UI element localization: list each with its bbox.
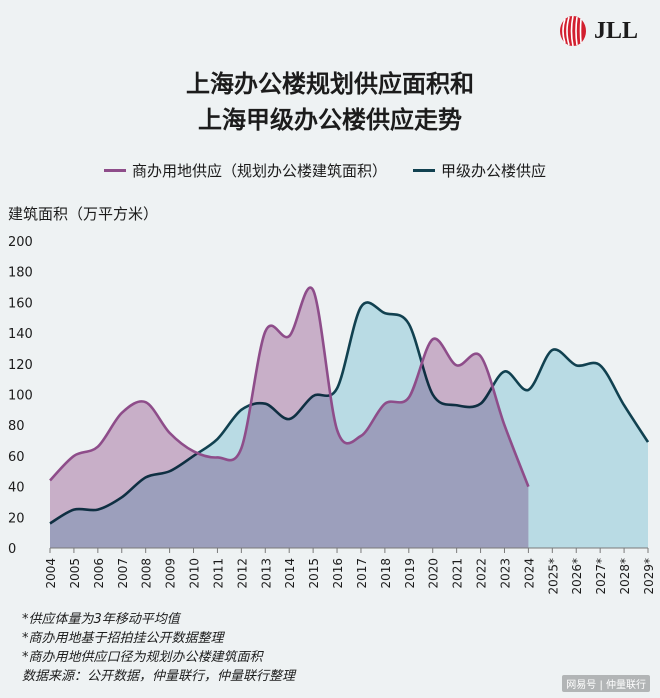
- series-line-0: [49, 286, 530, 488]
- x-tick-label: 2011: [211, 558, 225, 589]
- y-tick-label: 180: [8, 266, 33, 281]
- x-tick-label: 2021: [451, 558, 465, 589]
- x-tick-label: 2027*: [594, 558, 608, 595]
- x-tick-label: 2018: [379, 558, 393, 589]
- logo-text: JLL: [593, 17, 638, 44]
- y-tick-label: 100: [8, 389, 33, 404]
- y-tick-label: 140: [8, 327, 33, 342]
- chart-title-line-2: 上海甲级办公楼供应走势: [198, 106, 462, 134]
- x-tick-label: 2010: [188, 558, 202, 589]
- jll-logo: JLL: [558, 14, 638, 48]
- y-axis-label: 建筑面积（万平方米）: [8, 205, 159, 223]
- x-tick-label: 2019: [403, 558, 417, 589]
- x-tick-label: 2024: [522, 558, 536, 589]
- x-tick-label: 2017: [355, 558, 369, 589]
- legend-swatch-grade-a-supply: [413, 169, 436, 172]
- footnotes: *供应体量为3年移动平均值 *商办用地基于招拍挂公开数据整理 *商办用地供应口径…: [22, 610, 295, 686]
- legend-item-land-supply: 商办用地供应（规划办公楼建筑面积）: [104, 160, 387, 181]
- x-tick-label: 2006: [92, 558, 106, 589]
- y-tick-label: 40: [8, 481, 25, 496]
- x-tick-label: 2013: [259, 558, 273, 589]
- x-tick-label: 2016: [331, 558, 345, 589]
- x-tick-label: 2026*: [570, 558, 584, 595]
- x-tick-label: 2014: [283, 558, 297, 589]
- jll-logo-icon: [559, 15, 586, 47]
- watermark: 网易号 | 仲量联行: [562, 675, 650, 692]
- x-tick-label: 2005: [68, 558, 82, 589]
- footnote-2: *商办用地基于招拍挂公开数据整理: [22, 631, 224, 646]
- x-tick-label: 2023: [498, 558, 512, 589]
- x-tick-label: 2029*: [642, 558, 656, 595]
- legend-label-grade-a-supply: 甲级办公楼供应: [441, 162, 547, 180]
- y-tick-label: 0: [8, 542, 16, 557]
- chart-legend: 商办用地供应（规划办公楼建筑面积） 甲级办公楼供应: [104, 160, 572, 181]
- x-tick-label: 2008: [140, 558, 154, 589]
- y-tick-label: 200: [8, 235, 33, 250]
- y-tick-label: 20: [8, 511, 25, 526]
- series-area-0: [50, 287, 529, 548]
- x-tick-label: 2009: [164, 558, 178, 589]
- x-tick-label: 2022: [475, 558, 489, 589]
- x-tick-label: 2025*: [546, 558, 560, 595]
- chart-title-line-1: 上海办公楼规划供应面积和: [186, 70, 474, 98]
- chart-title: 上海办公楼规划供应面积和 上海甲级办公楼供应走势: [0, 66, 660, 138]
- legend-label-land-supply: 商办用地供应（规划办公楼建筑面积）: [132, 162, 388, 180]
- x-tick-label: 2015: [307, 558, 321, 589]
- legend-swatch-land-supply: [104, 169, 126, 172]
- footnote-3: *商办用地供应口径为规划办公楼建筑面积: [22, 650, 263, 665]
- x-tick-label: 2007: [116, 558, 130, 589]
- y-tick-label: 160: [8, 296, 33, 311]
- x-tick-label: 2004: [44, 558, 58, 589]
- x-tick-label: 2020: [427, 558, 441, 589]
- y-tick-label: 60: [8, 450, 25, 465]
- legend-item-grade-a-supply: 甲级办公楼供应: [413, 160, 546, 181]
- x-tick-label: 2028*: [618, 558, 632, 595]
- x-tick-label: 2012: [235, 558, 249, 589]
- y-tick-label: 120: [8, 358, 33, 373]
- footnote-source: 数据来源：公开数据，仲量联行，仲量联行整理: [22, 669, 296, 684]
- y-tick-label: 80: [8, 419, 25, 434]
- footnote-1: *供应体量为3年移动平均值: [22, 612, 180, 627]
